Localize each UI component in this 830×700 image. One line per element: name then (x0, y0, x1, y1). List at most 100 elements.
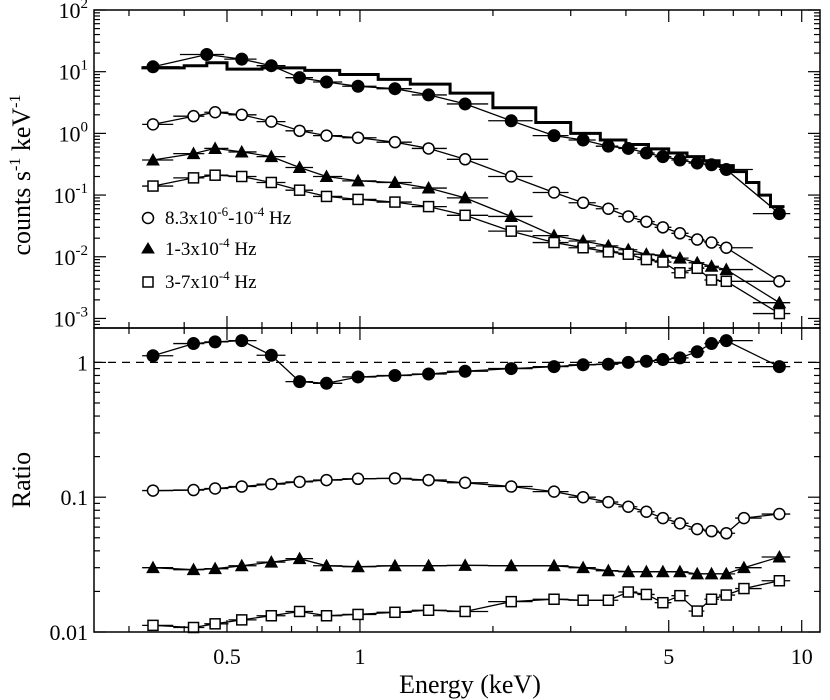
top-series-4-point-21 (720, 275, 733, 288)
bottom-series-0-point-20 (705, 337, 719, 351)
top-series-2-point-17 (656, 221, 670, 234)
bottom-series-1-point-17 (656, 511, 670, 525)
top-y-tick-label-2: 100 (59, 119, 89, 146)
top-series-4-point-1 (187, 172, 200, 184)
top-series-3-point-3 (234, 144, 249, 158)
bottom-series-1-point-7 (351, 472, 365, 486)
bottom-y-axis-title: Ratio (7, 452, 36, 508)
bottom-panel-ratios: 1 0.1 0.01 0.5 1 5 10 Ratio Energy (keV) (7, 10, 820, 699)
bottom-series-1-point-18 (673, 517, 687, 530)
top-series-3-point-9 (421, 180, 436, 194)
bottom-series-1-point-6 (320, 473, 333, 487)
bottom-series-1 (142, 472, 791, 540)
top-y-tick-label-4: 10-2 (54, 243, 89, 270)
top-series-4-point-10 (459, 209, 471, 222)
bottom-series-2-point-8 (388, 558, 402, 572)
top-series-3-point-7 (351, 173, 365, 187)
bottom-series-2-point-10 (458, 558, 472, 571)
legend-entry-high-frequency: 3-7x10-4 Hz (142, 268, 257, 293)
top-series-4-point-17 (657, 256, 669, 268)
top-series-0-point-13 (601, 139, 615, 153)
bottom-series-3-point-5 (293, 605, 306, 618)
top-series-2-point-16 (640, 215, 653, 228)
bottom-series-1-point-13 (576, 490, 590, 504)
bottom-series-1-point-4 (265, 477, 278, 491)
bottom-series-0-point-4 (264, 348, 278, 362)
top-series-4-point-22 (773, 307, 786, 320)
top-series-2-point-13 (576, 196, 590, 210)
legend-marker-triangle-filled (141, 242, 155, 254)
top-series-4-point-4 (265, 176, 278, 189)
bottom-series-0-point-22 (772, 360, 786, 374)
bottom-series-3-point-9 (422, 604, 435, 616)
bottom-series-0-point-6 (320, 376, 334, 390)
top-y-axis-title: counts s-1 keV-1 (7, 95, 36, 256)
legend-entry-mid-frequency: 1-3x10-4 Hz (141, 235, 257, 260)
bottom-series-3-point-22 (738, 582, 750, 595)
top-y-tick-label-3: 10-1 (54, 181, 89, 208)
legend: 8.3x10-6-10-4 Hz 1-3x10-4 Hz 3-7x10-4 Hz (141, 204, 291, 293)
x-tick-label-2: 5 (663, 644, 674, 669)
legend-entry-low-frequency: 8.3x10-6-10-4 Hz (141, 204, 291, 229)
top-series-0-point-21 (772, 207, 786, 221)
bottom-series-3-point-7 (352, 608, 364, 621)
bottom-series-2 (142, 549, 791, 580)
top-series-2-point-9 (422, 142, 435, 155)
bottom-series-2-point-13 (576, 560, 590, 574)
top-series-3-point-21 (719, 262, 734, 276)
bottom-series-2-point-17 (656, 564, 670, 578)
bottom-series-2-point-3 (234, 558, 249, 572)
bottom-series-1-point-10 (458, 476, 472, 490)
bottom-series-3-point-2 (209, 618, 221, 630)
top-series-4-point-19 (691, 262, 703, 275)
top-series-4-point-11 (505, 225, 517, 237)
top-series-2-point-1 (187, 109, 200, 123)
top-series-4-point-2 (209, 169, 221, 181)
bottom-series-2-point-1 (186, 562, 201, 576)
bottom-series-layer (142, 334, 791, 634)
bottom-series-2-point-0 (146, 560, 160, 574)
top-series-2-point-19 (690, 233, 704, 246)
bottom-series-1-point-16 (640, 505, 653, 518)
top-series-0-point-9 (458, 97, 472, 111)
x-tick-label-0: 0.5 (213, 644, 241, 669)
top-series-3-point-6 (319, 169, 334, 182)
top-series-3-point-0 (146, 152, 160, 166)
top-series-1 (141, 61, 785, 209)
bottom-series-2-point-12 (547, 558, 561, 572)
bottom-series-2-point-21 (719, 566, 734, 580)
top-y-tick-label-5: 10-3 (54, 304, 89, 331)
top-series-3-point-18 (673, 251, 687, 264)
bottom-series-2-point-18 (673, 564, 687, 578)
top-y-tick-label-1: 101 (59, 58, 89, 85)
top-series-3-point-8 (388, 175, 402, 188)
top-y-axis-ticks: 102 101 100 10-1 10-2 10-3 (54, 0, 820, 331)
bottom-series-3-point-12 (548, 593, 560, 605)
top-series-2-point-15 (622, 210, 635, 223)
bottom-series-3-point-3 (235, 614, 248, 626)
legend-label-low-frequency: 8.3x10-6-10-4 Hz (165, 204, 291, 229)
top-series-2-point-20 (705, 236, 718, 249)
bottom-series-3-point-0 (147, 619, 159, 632)
bottom-series-3-point-11 (505, 595, 517, 608)
bottom-series-0-point-10 (458, 364, 472, 378)
legend-marker-circle-open (141, 211, 155, 225)
bottom-series-2-point-4 (264, 555, 279, 568)
legend-marker-square-open (142, 276, 154, 288)
top-series-2 (142, 106, 791, 288)
bottom-series-0-point-12 (547, 360, 561, 374)
bottom-series-1-point-23 (773, 507, 786, 521)
bottom-series-1-point-19 (690, 522, 704, 536)
top-series-0-point-1 (200, 47, 214, 61)
bottom-series-1-point-1 (187, 483, 200, 497)
bottom-series-1-point-11 (504, 480, 518, 493)
bottom-series-3-point-19 (691, 605, 703, 617)
bottom-series-1-point-14 (602, 495, 615, 509)
bottom-series-1-point-20 (705, 524, 718, 538)
top-series-0-point-8 (422, 88, 436, 102)
top-series-0-point-12 (576, 133, 590, 147)
top-series-4-point-3 (235, 170, 248, 183)
bottom-y-tick-label-2: 0.01 (50, 620, 89, 645)
top-model-line (141, 61, 785, 209)
